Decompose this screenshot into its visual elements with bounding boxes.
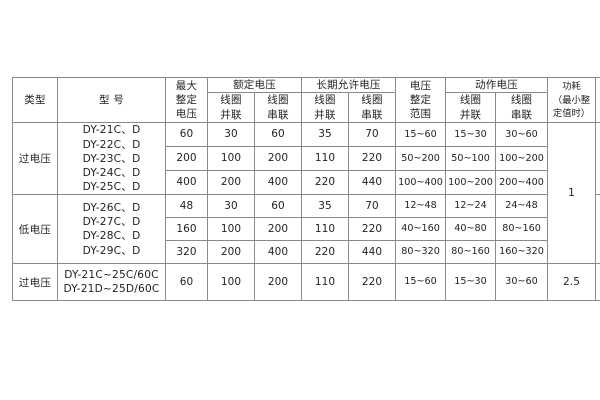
cell-long-parallel: 110	[301, 263, 349, 302]
cell-rated-series: 60	[254, 194, 302, 219]
cell-long-parallel: 110	[301, 146, 349, 172]
cell-setting-range: 100~400	[395, 170, 447, 196]
header-rated-coil-series: 线圈 串联	[254, 92, 302, 124]
cell-rated-series: 200	[254, 217, 302, 242]
cell-rated-series: 200	[254, 146, 302, 172]
header-power-consumption: 功耗 （最小整 定值时）	[547, 76, 597, 124]
cell-max-setting-voltage: 60	[165, 122, 208, 148]
cell-rated-series: 400	[254, 170, 302, 196]
cell-rated-parallel: 200	[207, 240, 255, 265]
cell-rated-parallel: 30	[207, 122, 255, 148]
cell-setting-range: 80~320	[395, 240, 447, 265]
cell-action-series: 24~48	[495, 194, 549, 219]
cell-type: 低电压	[12, 194, 58, 265]
header-return-coefficient: 返回 系数	[595, 76, 600, 124]
header-type: 类型	[12, 76, 58, 124]
table-row: 160 100 200 110 220 40~160 40~80 80~160	[13, 217, 600, 242]
cell-rated-parallel: 100	[207, 217, 255, 242]
cell-max-setting-voltage: 160	[165, 217, 208, 242]
cell-rated-parallel: 200	[207, 170, 255, 196]
header-action-coil-series: 线圈 串联	[495, 92, 549, 124]
cell-setting-range: 15~60	[395, 122, 447, 148]
specification-table-container: 类型 型 号 最大 整定 电压 额定电压 长期允许电压 电压 整定 范围 动作电…	[12, 76, 600, 302]
header-long-term-allowed-voltage: 长期允许电压	[300, 76, 397, 94]
cell-action-series: 160~320	[495, 240, 549, 265]
cell-setting-range: 12~48	[395, 194, 447, 219]
cell-model: DY-21C、D DY-22C、D DY-23C、D DY-24C、D DY-2…	[57, 122, 166, 196]
cell-long-series: 220	[347, 263, 397, 302]
cell-long-parallel: 35	[301, 194, 349, 219]
cell-return-coefficient: 1.25	[595, 194, 600, 265]
table-row: 200 100 200 110 220 50~200 50~100 100~20…	[13, 146, 600, 172]
cell-action-series: 30~60	[495, 122, 549, 148]
cell-rated-parallel: 100	[207, 263, 255, 302]
cell-action-series: 100~200	[495, 146, 549, 172]
cell-setting-range: 40~160	[395, 217, 447, 242]
cell-return-coefficient: 0.8	[595, 263, 600, 302]
cell-max-setting-voltage: 60	[165, 263, 208, 302]
cell-action-parallel: 100~200	[445, 170, 497, 196]
cell-max-setting-voltage: 200	[165, 146, 208, 172]
cell-long-parallel: 110	[301, 217, 349, 242]
cell-setting-range: 50~200	[395, 146, 447, 172]
cell-long-series: 220	[347, 146, 397, 172]
cell-action-parallel: 15~30	[445, 263, 497, 302]
cell-rated-series: 400	[254, 240, 302, 265]
header-long-coil-series: 线圈 串联	[347, 92, 397, 124]
header-rated-voltage: 额定电压	[207, 76, 302, 94]
cell-action-parallel: 50~100	[445, 146, 497, 172]
cell-rated-series: 60	[254, 122, 302, 148]
cell-model: DY-21C~25C/60C DY-21D~25D/60C	[57, 263, 166, 302]
cell-model: DY-26C、D DY-27C、D DY-28C、D DY-29C、D	[57, 194, 166, 265]
cell-type: 过电压	[12, 263, 58, 302]
cell-rated-series: 200	[254, 263, 302, 302]
header-row-sub: 线圈 并联 线圈 串联 线圈 并联 线圈 串联 线圈 并联 线圈 串联	[13, 92, 600, 124]
cell-rated-parallel: 30	[207, 194, 255, 219]
relay-specification-table: 类型 型 号 最大 整定 电压 额定电压 长期允许电压 电压 整定 范围 动作电…	[12, 76, 600, 302]
cell-action-parallel: 40~80	[445, 217, 497, 242]
header-long-coil-parallel: 线圈 并联	[301, 92, 349, 124]
cell-action-series: 80~160	[495, 217, 549, 242]
cell-long-parallel: 220	[301, 240, 349, 265]
header-rated-coil-parallel: 线圈 并联	[207, 92, 255, 124]
table-row: 过电压 DY-21C~25C/60C DY-21D~25D/60C 60 100…	[12, 263, 600, 302]
cell-long-series: 70	[347, 122, 397, 148]
cell-power-consumption: 1	[547, 122, 597, 265]
cell-action-parallel: 15~30	[445, 122, 497, 148]
cell-long-parallel: 220	[301, 170, 349, 196]
header-action-coil-parallel: 线圈 并联	[445, 92, 497, 124]
header-max-setting-voltage: 最大 整定 电压	[165, 76, 208, 124]
cell-max-setting-voltage: 320	[165, 240, 208, 265]
cell-action-series: 200~400	[495, 170, 549, 196]
cell-action-series: 30~60	[495, 263, 549, 302]
cell-setting-range: 15~60	[395, 263, 447, 302]
cell-long-series: 440	[347, 170, 397, 196]
cell-long-parallel: 35	[301, 122, 349, 148]
cell-max-setting-voltage: 48	[165, 194, 208, 219]
table-row: 低电压 DY-26C、D DY-27C、D DY-28C、D DY-29C、D …	[12, 194, 600, 265]
table-body: 过电压 DY-21C、D DY-22C、D DY-23C、D DY-24C、D …	[12, 122, 600, 302]
header-action-voltage: 动作电压	[445, 76, 549, 94]
cell-power-consumption: 2.5	[547, 263, 597, 302]
table-row: 过电压 DY-21C、D DY-22C、D DY-23C、D DY-24C、D …	[12, 122, 600, 265]
cell-max-setting-voltage: 400	[165, 170, 208, 196]
cell-rated-parallel: 100	[207, 146, 255, 172]
header-voltage-setting-range: 电压 整定 范围	[395, 76, 447, 124]
cell-long-series: 220	[347, 217, 397, 242]
cell-long-series: 70	[347, 194, 397, 219]
cell-return-coefficient: 0.8	[595, 122, 600, 196]
cell-type: 过电压	[12, 122, 58, 196]
cell-action-parallel: 80~160	[445, 240, 497, 265]
table-header: 类型 型 号 最大 整定 电压 额定电压 长期允许电压 电压 整定 范围 动作电…	[12, 76, 600, 124]
header-row-top: 类型 型 号 最大 整定 电压 额定电压 长期允许电压 电压 整定 范围 动作电…	[12, 76, 600, 124]
cell-action-parallel: 12~24	[445, 194, 497, 219]
header-model: 型 号	[57, 76, 166, 124]
cell-long-series: 440	[347, 240, 397, 265]
